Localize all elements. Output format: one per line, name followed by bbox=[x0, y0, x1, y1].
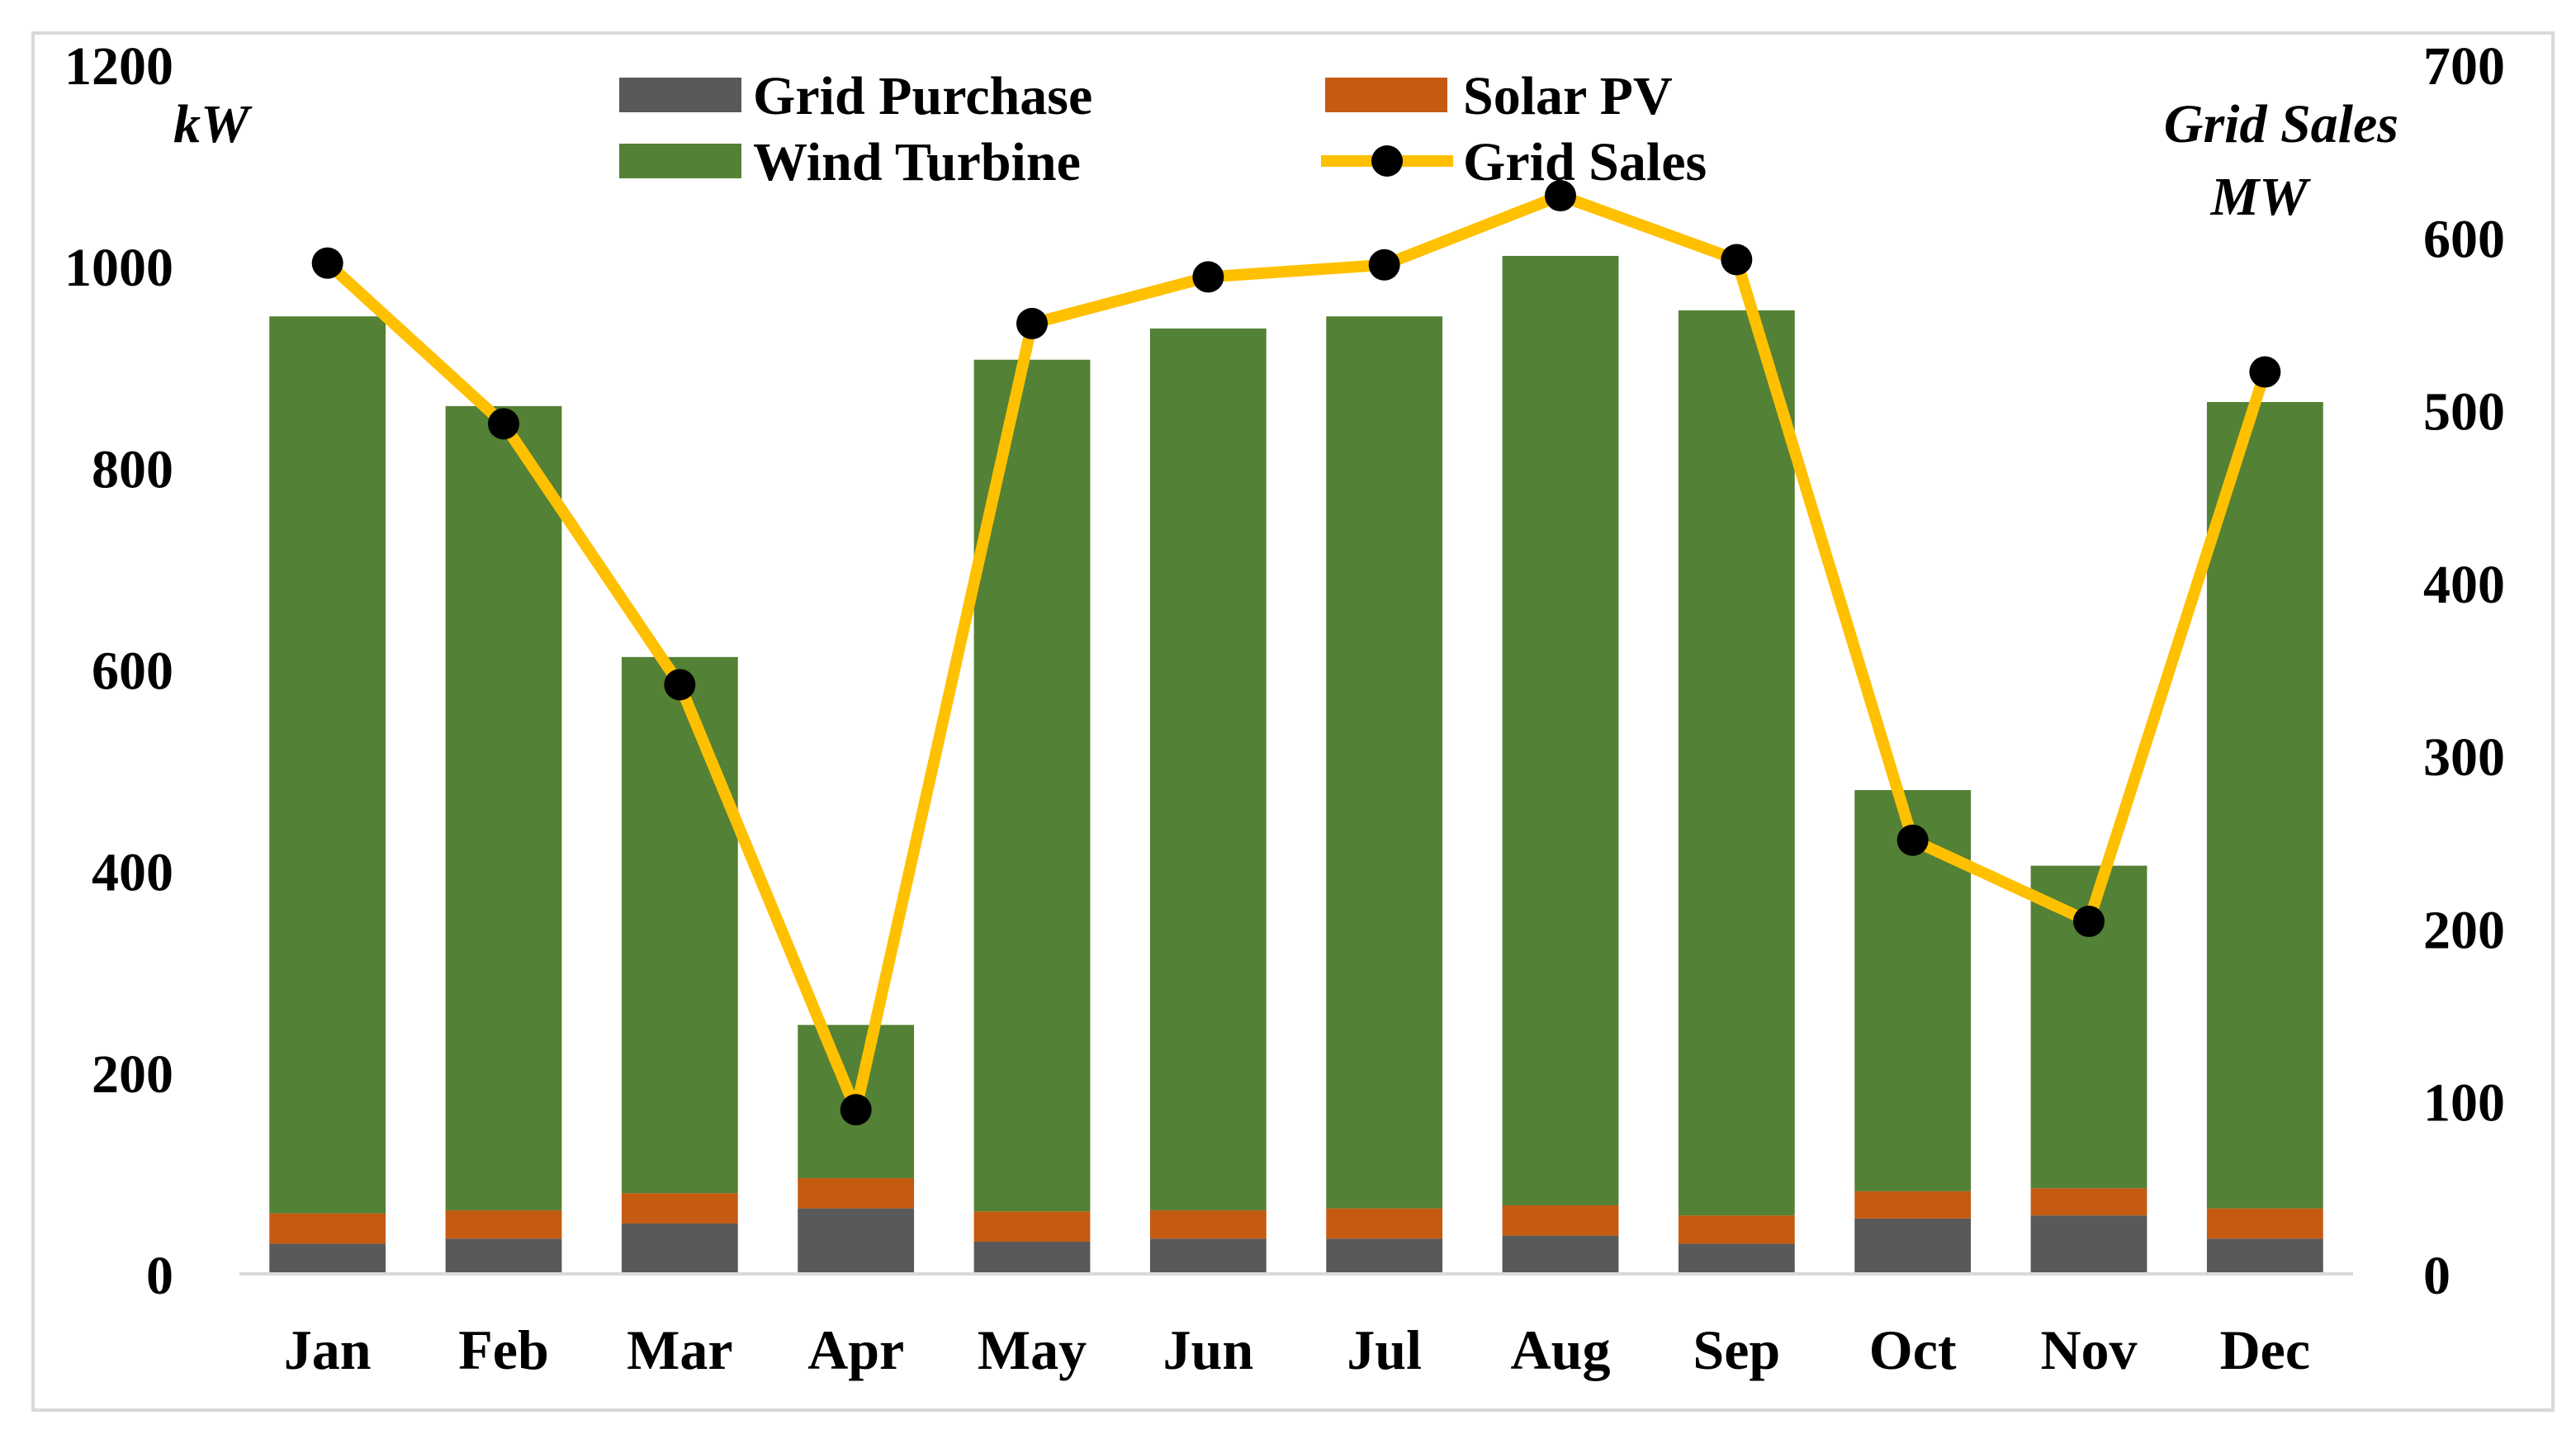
right-tick-label: 300 bbox=[2423, 727, 2505, 788]
grid-sales-point-feb bbox=[488, 408, 519, 440]
right-tick-label: 700 bbox=[2423, 36, 2505, 97]
bar-wind-turbine-jan bbox=[269, 316, 386, 1214]
bar-grid-purchase-nov bbox=[2030, 1215, 2147, 1274]
x-category-label-mar: Mar bbox=[627, 1318, 732, 1381]
grid-sales-point-jul bbox=[1368, 249, 1400, 281]
right-tick-label: 500 bbox=[2423, 382, 2505, 443]
legend-label-grid-purchase: Grid Purchase bbox=[753, 66, 1092, 126]
grid-sales-point-jun bbox=[1192, 261, 1224, 293]
bar-solar-pv-mar bbox=[621, 1193, 738, 1224]
legend-swatch-solar-pv bbox=[1325, 78, 1447, 112]
grid-sales-line bbox=[323, 190, 2271, 1116]
bar-solar-pv-oct bbox=[1854, 1190, 1972, 1219]
legend-label-solar-pv: Solar PV bbox=[1463, 66, 1673, 126]
bar-grid-purchase-may bbox=[973, 1241, 1091, 1274]
bar-wind-turbine-jul bbox=[1326, 316, 1443, 1209]
bar-grid-purchase-dec bbox=[2206, 1238, 2323, 1274]
bar-solar-pv-nov bbox=[2030, 1188, 2147, 1216]
bar-grid-purchase-feb bbox=[445, 1238, 562, 1274]
left-tick-label: 0 bbox=[146, 1246, 173, 1306]
legend-swatch-grid-purchase bbox=[619, 78, 741, 112]
bar-solar-pv-jan bbox=[269, 1213, 386, 1244]
grid-sales-point-aug bbox=[1545, 180, 1576, 212]
right-axis-label-line1: Grid Sales bbox=[2164, 94, 2398, 154]
bar-wind-turbine-mar bbox=[621, 656, 738, 1194]
grid-sales-line-layer bbox=[311, 180, 2281, 1126]
left-axis-ticks: 0 200 400 600 800 1000 1200 bbox=[64, 36, 173, 1306]
bar-wind-turbine-feb bbox=[445, 405, 562, 1211]
bar-wind-turbine-sep bbox=[1678, 310, 1795, 1216]
bar-grid-purchase-mar bbox=[621, 1223, 738, 1274]
bar-solar-pv-dec bbox=[2206, 1208, 2323, 1239]
x-category-label-nov: Nov bbox=[2040, 1318, 2137, 1381]
bar-solar-pv-feb bbox=[445, 1210, 562, 1239]
bar-solar-pv-sep bbox=[1678, 1215, 1795, 1244]
bar-grid-purchase-sep bbox=[1678, 1243, 1795, 1274]
grid-sales-point-may bbox=[1016, 307, 1048, 339]
bar-grid-purchase-jul bbox=[1326, 1238, 1443, 1274]
x-category-label-apr: Apr bbox=[807, 1318, 904, 1381]
left-tick-label: 1000 bbox=[64, 238, 173, 298]
right-tick-label: 600 bbox=[2423, 209, 2505, 269]
grid-sales-point-dec bbox=[2249, 356, 2281, 388]
bar-grid-purchase-oct bbox=[1854, 1218, 1972, 1274]
right-tick-label: 0 bbox=[2423, 1246, 2451, 1306]
left-tick-label: 800 bbox=[92, 439, 173, 499]
grid-sales-point-oct bbox=[1896, 824, 1929, 856]
left-tick-label: 200 bbox=[92, 1044, 173, 1105]
bar-wind-turbine-aug bbox=[1502, 255, 1619, 1205]
bar-grid-purchase-apr bbox=[798, 1208, 915, 1274]
x-category-label-may: May bbox=[978, 1318, 1087, 1381]
x-category-label-oct: Oct bbox=[1869, 1318, 1957, 1381]
bar-solar-pv-jul bbox=[1326, 1208, 1443, 1239]
x-category-label-dec: Dec bbox=[2220, 1318, 2310, 1381]
x-category-label-jun: Jun bbox=[1163, 1318, 1254, 1381]
legend-label-wind-turbine: Wind Turbine bbox=[753, 132, 1081, 192]
bar-solar-pv-jun bbox=[1149, 1210, 1267, 1239]
right-axis-label-line2: MW bbox=[2210, 167, 2312, 227]
bar-wind-turbine-dec bbox=[2206, 401, 2323, 1209]
left-tick-label: 1200 bbox=[64, 36, 173, 97]
bar-grid-purchase-jan bbox=[269, 1243, 386, 1274]
right-tick-label: 400 bbox=[2423, 555, 2505, 615]
grid-sales-point-nov bbox=[2073, 906, 2105, 938]
bar-grid-purchase-aug bbox=[1502, 1235, 1619, 1274]
left-tick-label: 600 bbox=[92, 641, 173, 702]
grid-sales-point-mar bbox=[664, 669, 696, 701]
legend-swatch-wind-turbine bbox=[619, 144, 741, 178]
grid-sales-point-sep bbox=[1721, 244, 1753, 276]
bar-solar-pv-aug bbox=[1502, 1205, 1619, 1236]
x-category-label-jan: Jan bbox=[284, 1318, 372, 1381]
legend-swatch-grid-sales-marker bbox=[1371, 145, 1403, 177]
left-tick-label: 400 bbox=[92, 843, 173, 903]
legend-label-grid-sales: Grid Sales bbox=[1463, 132, 1707, 192]
x-category-label-sep: Sep bbox=[1693, 1318, 1780, 1381]
left-axis-unit-label: kW bbox=[173, 94, 253, 154]
category-labels: Jan Feb Mar Apr May Jun Jul Aug Sep Oct Nov Dec bbox=[284, 1318, 2310, 1381]
grid-sales-point-jan bbox=[311, 247, 343, 279]
bar-grid-purchase-jun bbox=[1149, 1238, 1267, 1274]
right-tick-label: 100 bbox=[2423, 1073, 2505, 1134]
bar-solar-pv-may bbox=[973, 1211, 1091, 1242]
x-category-label-aug: Aug bbox=[1511, 1318, 1611, 1381]
grid-sales-point-apr bbox=[840, 1094, 872, 1126]
x-category-label-feb: Feb bbox=[458, 1318, 549, 1381]
bar-layer bbox=[269, 255, 2323, 1274]
x-category-label-jul: Jul bbox=[1347, 1318, 1422, 1381]
bar-wind-turbine-jun bbox=[1149, 328, 1267, 1211]
right-axis-ticks: 0 100 200 300 400 500 600 700 bbox=[2423, 36, 2505, 1306]
right-tick-label: 200 bbox=[2423, 900, 2505, 960]
legend: Grid Purchase Solar PV Wind Turbine Grid… bbox=[619, 66, 1707, 192]
bar-solar-pv-apr bbox=[798, 1178, 915, 1209]
